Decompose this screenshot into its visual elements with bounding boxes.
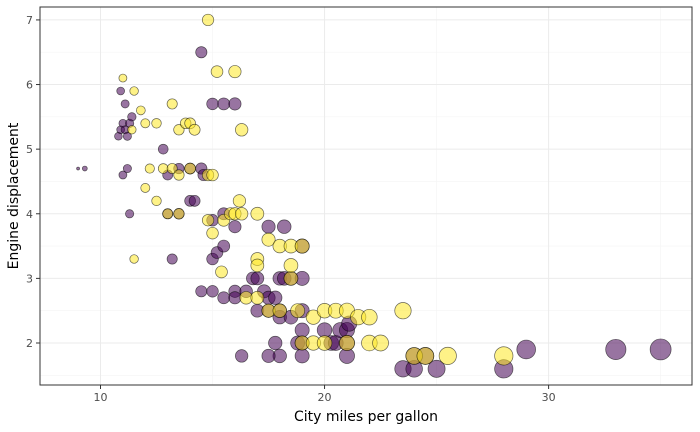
data-point bbox=[116, 86, 125, 96]
data-point bbox=[140, 118, 151, 129]
data-point bbox=[206, 226, 219, 240]
data-point bbox=[166, 98, 178, 110]
data-point bbox=[235, 349, 249, 363]
data-point bbox=[122, 164, 132, 174]
data-point bbox=[217, 291, 231, 305]
y-tick-label: 5 bbox=[26, 143, 33, 156]
data-point bbox=[195, 285, 208, 298]
data-point bbox=[290, 303, 306, 319]
data-point bbox=[294, 322, 310, 338]
y-tick-label: 3 bbox=[26, 272, 33, 285]
data-point bbox=[338, 335, 355, 351]
data-point bbox=[157, 163, 169, 174]
y-axis-title: Engine displacement bbox=[6, 122, 22, 269]
y-tick-label: 4 bbox=[26, 208, 33, 221]
x-tick-label: 30 bbox=[542, 391, 556, 404]
data-point bbox=[129, 86, 139, 96]
data-point bbox=[427, 359, 446, 378]
data-point bbox=[277, 219, 292, 234]
data-point bbox=[151, 118, 162, 129]
y-tick-label: 7 bbox=[26, 14, 33, 27]
data-point bbox=[250, 290, 265, 305]
data-point bbox=[127, 125, 137, 135]
data-point bbox=[206, 97, 219, 111]
x-axis-title: City miles per gallon bbox=[294, 409, 438, 425]
data-point bbox=[166, 163, 178, 175]
data-point bbox=[605, 338, 627, 360]
data-point bbox=[217, 97, 231, 111]
data-point bbox=[173, 169, 185, 181]
x-tick-label: 20 bbox=[318, 391, 332, 404]
data-point bbox=[228, 220, 242, 234]
data-point bbox=[228, 65, 242, 79]
data-point bbox=[215, 265, 228, 279]
x-tick-label: 10 bbox=[93, 391, 107, 404]
data-point bbox=[250, 258, 265, 273]
data-point bbox=[250, 206, 265, 221]
y-tick-label: 2 bbox=[26, 337, 33, 350]
data-point bbox=[316, 322, 333, 338]
panel-border bbox=[39, 6, 693, 386]
data-point bbox=[235, 123, 249, 137]
data-point bbox=[136, 105, 146, 116]
data-point bbox=[494, 346, 514, 366]
grid-lines bbox=[40, 7, 692, 385]
data-point bbox=[416, 347, 435, 365]
data-point bbox=[201, 214, 215, 227]
data-point bbox=[166, 253, 178, 265]
data-point bbox=[283, 271, 299, 286]
data-point bbox=[649, 338, 672, 361]
data-point bbox=[294, 348, 310, 364]
data-point bbox=[140, 183, 151, 193]
data-point bbox=[272, 303, 287, 318]
data-point bbox=[129, 254, 139, 264]
data-point bbox=[361, 308, 378, 326]
data-point bbox=[81, 165, 88, 172]
data-point bbox=[151, 195, 162, 206]
data-point bbox=[394, 302, 412, 320]
data-point bbox=[372, 334, 389, 352]
data-point bbox=[162, 208, 174, 220]
data-point bbox=[217, 239, 231, 253]
data-point bbox=[157, 143, 169, 155]
data-point bbox=[206, 168, 219, 182]
data-point bbox=[438, 346, 457, 365]
data-point bbox=[76, 166, 80, 171]
data-point bbox=[268, 335, 283, 351]
data-points bbox=[76, 13, 672, 379]
axes: 10 20 30 2 3 4 5 6 7 bbox=[26, 14, 556, 404]
data-point bbox=[283, 258, 299, 273]
data-point bbox=[228, 97, 242, 111]
data-point bbox=[235, 207, 249, 221]
data-point bbox=[127, 112, 137, 122]
data-point bbox=[516, 339, 536, 360]
data-point bbox=[250, 271, 265, 286]
data-point bbox=[268, 290, 283, 305]
data-point bbox=[228, 291, 242, 305]
data-point bbox=[118, 170, 128, 180]
data-point bbox=[261, 348, 276, 363]
data-point bbox=[188, 194, 201, 207]
data-point bbox=[188, 123, 201, 136]
data-point bbox=[232, 194, 246, 208]
data-point bbox=[173, 208, 185, 220]
data-point bbox=[210, 65, 224, 78]
data-point bbox=[184, 162, 196, 175]
data-point bbox=[120, 99, 130, 109]
data-point bbox=[261, 219, 276, 234]
data-point bbox=[206, 285, 219, 298]
y-tick-label: 6 bbox=[26, 79, 33, 92]
data-point bbox=[261, 232, 276, 247]
data-point bbox=[316, 335, 333, 351]
data-point bbox=[195, 46, 208, 59]
data-point bbox=[118, 73, 128, 83]
data-point bbox=[122, 131, 132, 141]
data-point bbox=[201, 13, 215, 27]
data-point bbox=[125, 209, 135, 219]
data-point bbox=[144, 163, 155, 174]
data-point bbox=[294, 238, 310, 254]
